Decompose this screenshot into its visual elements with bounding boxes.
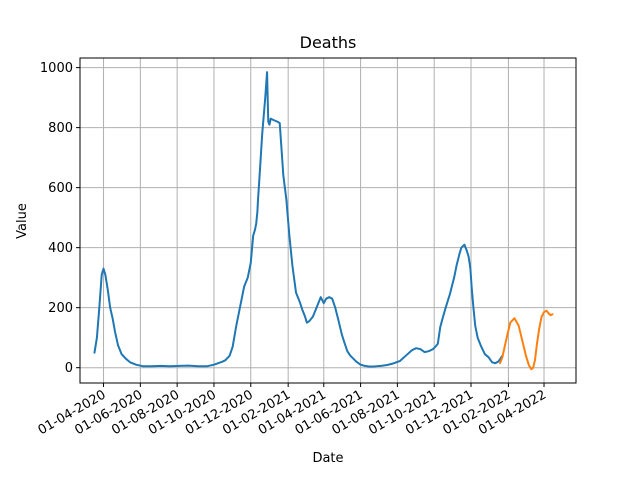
y-tick-label: 200 — [48, 301, 73, 316]
y-tick-label: 1000 — [40, 61, 73, 76]
grid-lines — [80, 58, 576, 383]
y-tick-label: 800 — [48, 121, 73, 136]
x-axis-label: Date — [312, 451, 343, 466]
y-tick-label: 600 — [48, 181, 73, 196]
plot-frame — [79, 57, 577, 384]
series-line-2 — [498, 309, 554, 371]
y-tick-label: 0 — [65, 361, 73, 376]
y-tick-label: 400 — [48, 241, 73, 256]
y-axis-ticks: 0 200 400 600 800 1000 — [40, 61, 80, 376]
series-line-1 — [93, 71, 504, 368]
chart-title: Deaths — [300, 33, 357, 52]
y-axis-label: Value — [15, 203, 30, 239]
series-group — [93, 71, 554, 371]
